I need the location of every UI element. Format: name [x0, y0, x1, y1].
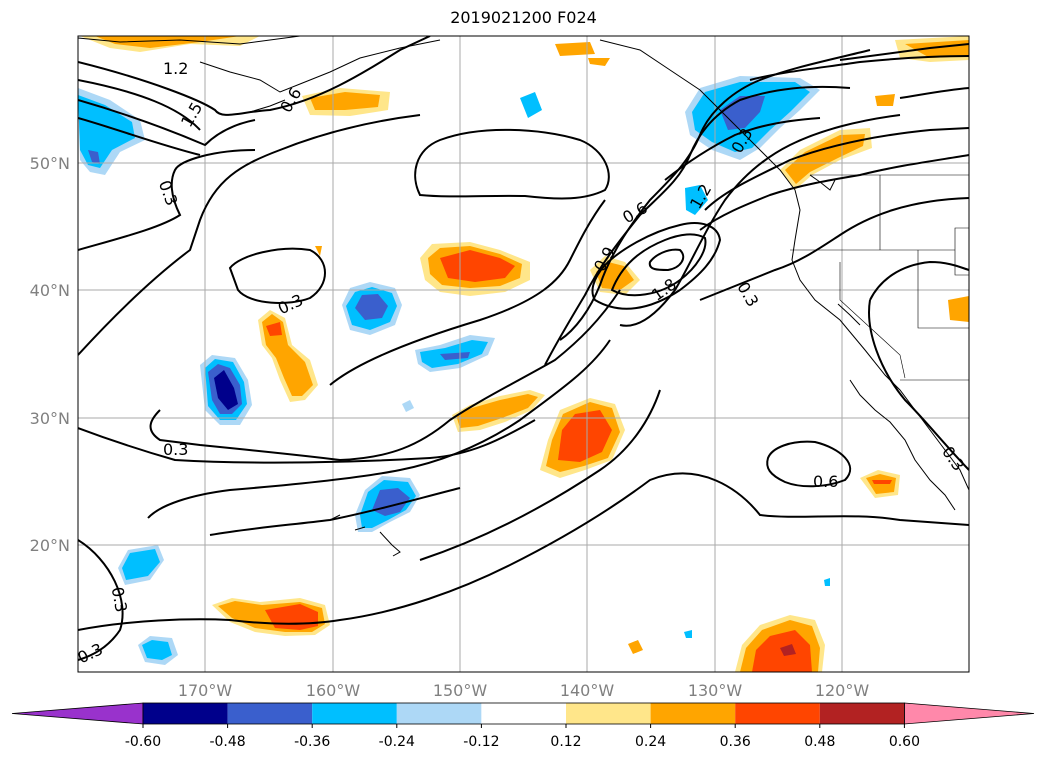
contour-label: 0.3 — [163, 440, 188, 459]
map-title: 2019021200 F024 — [450, 8, 597, 27]
map-frame — [77, 35, 970, 673]
colorbar-extend-high — [904, 702, 1035, 725]
colorbar-segment — [566, 703, 651, 724]
colorbar-extend-low — [11, 702, 144, 725]
colorbar-segment — [819, 703, 905, 724]
colorbar-tick-label: -0.60 — [125, 734, 161, 750]
coastlines — [78, 36, 969, 557]
lat-label-20n: 20°N — [30, 536, 70, 555]
colorbar-segment — [481, 703, 566, 724]
latitude-labels: 50°N 40°N 30°N 20°N — [30, 154, 70, 555]
colorbar-segment — [143, 703, 228, 724]
anomaly-fill — [78, 36, 969, 672]
lat-label-50n: 50°N — [30, 154, 70, 173]
colorbar-tick-label: -0.48 — [209, 734, 245, 750]
colorbar-segment — [396, 703, 482, 724]
colorbar-tick-label: 0.60 — [889, 734, 920, 750]
colorbar-tick-label: -0.12 — [463, 734, 499, 750]
contour-label: 0.6 — [813, 472, 838, 491]
contour-label: 1.2 — [163, 59, 188, 78]
lon-label-120w: 120°W — [815, 681, 870, 700]
colorbar-tick-label: 0.24 — [635, 734, 666, 750]
colorbar-tick-label: -0.36 — [294, 734, 330, 750]
lon-label-160w: 160°W — [306, 681, 361, 700]
colorbar-outline — [142, 702, 905, 725]
lon-label-170w: 170°W — [178, 681, 233, 700]
lon-label-150w: 150°W — [433, 681, 488, 700]
lon-label-140w: 140°W — [560, 681, 615, 700]
lat-label-30n: 30°N — [30, 409, 70, 428]
colorbar-segment — [312, 703, 397, 724]
contour-label: 0.3 — [108, 585, 131, 613]
colorbar-tick-label: 0.48 — [804, 734, 835, 750]
map-panel: 1.2 1.5 0.6 0.3 0.6 1.2 0.9 1.8 0.3 0.3 … — [78, 36, 969, 672]
colorbar-segment — [735, 703, 820, 724]
lon-label-130w: 130°W — [688, 681, 743, 700]
lat-label-40n: 40°N — [30, 281, 70, 300]
longitude-labels: 170°W 160°W 150°W 140°W 130°W 120°W — [178, 681, 870, 700]
colorbar-tick-label: -0.24 — [379, 734, 415, 750]
state-borders — [790, 174, 969, 381]
colorbar-tick-label: 0.36 — [720, 734, 751, 750]
colorbar: -0.60 -0.48 -0.36 -0.24 -0.12 0.12 0.24 0.36 0.4… — [11, 702, 1035, 750]
colorbar-tick-label: 0.12 — [550, 734, 581, 750]
colorbar-segment — [227, 703, 313, 724]
graticule — [78, 36, 969, 672]
contour-lines — [78, 36, 969, 661]
colorbar-segment — [650, 703, 736, 724]
